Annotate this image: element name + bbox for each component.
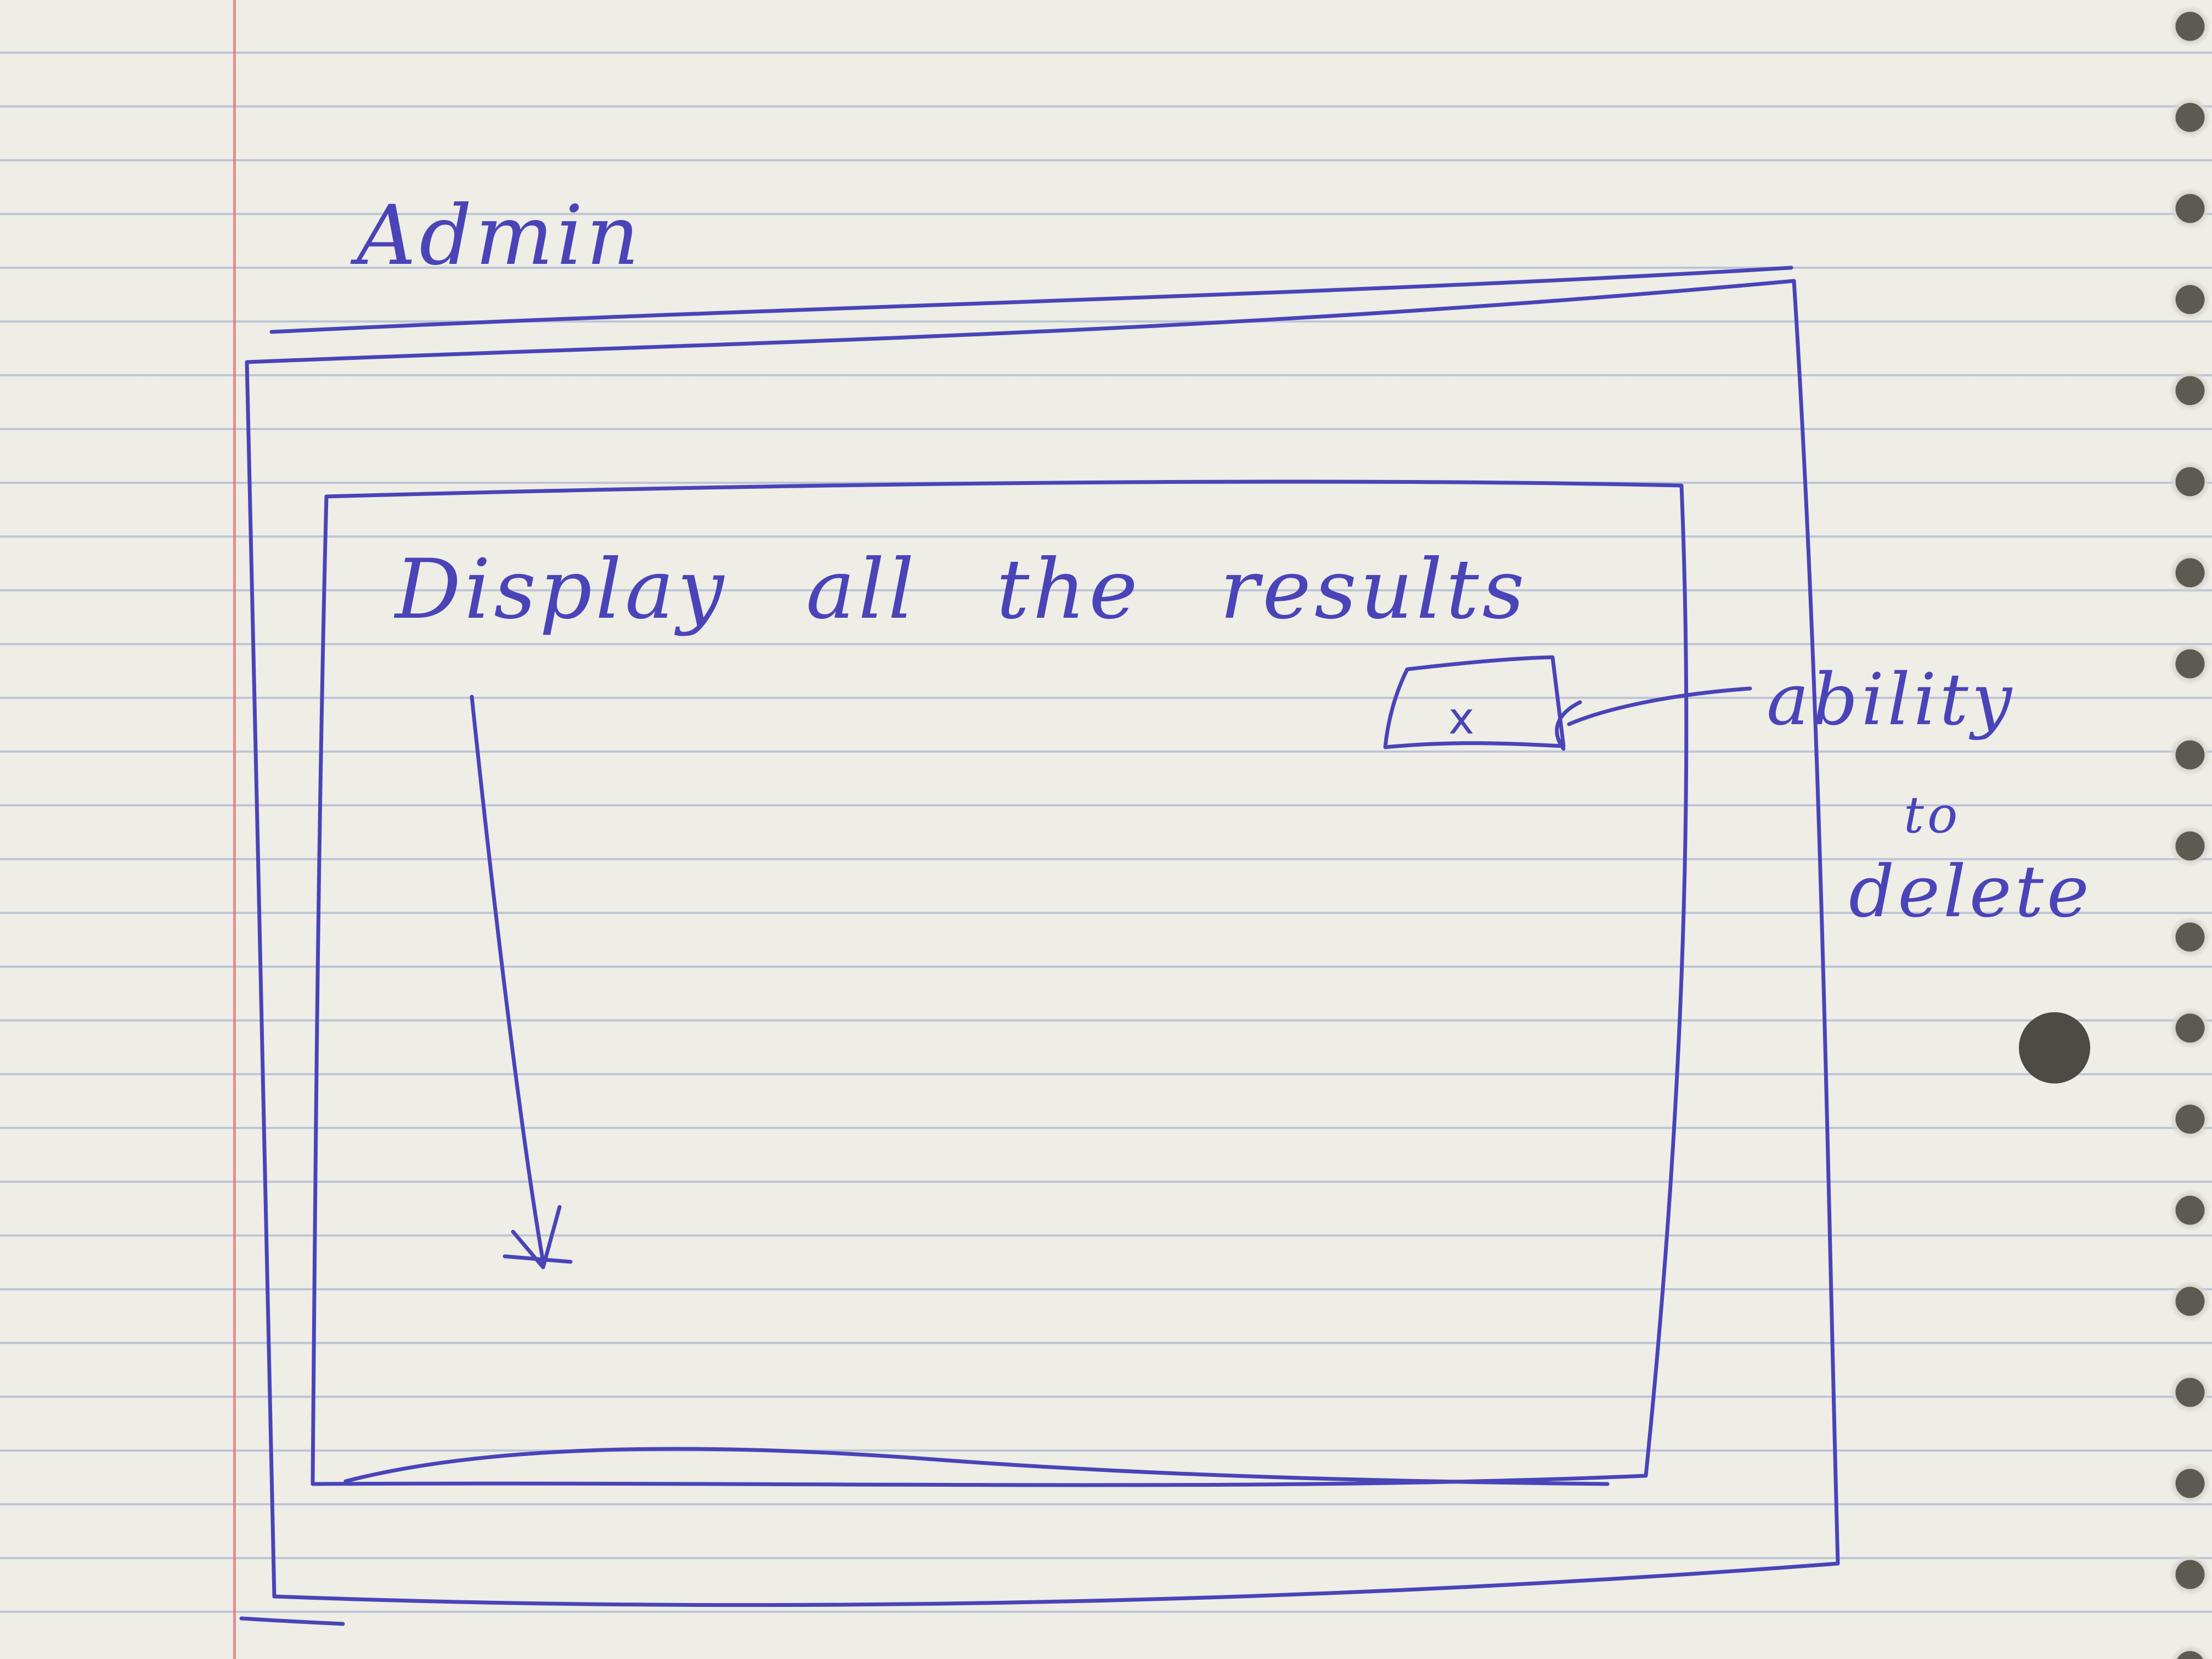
page-title: Admin bbox=[357, 188, 643, 284]
annotation-pointer-line bbox=[1567, 686, 1752, 726]
annotation-line-1: ability bbox=[1767, 658, 2016, 741]
arrow-left-icon bbox=[1555, 700, 1582, 751]
scroll-down-arrow bbox=[470, 695, 545, 1264]
annotation-line-3: delete bbox=[1849, 850, 2092, 933]
margin-line bbox=[233, 0, 236, 1659]
arrow-down-icon bbox=[503, 1205, 573, 1269]
results-placeholder-label: Display all the results bbox=[395, 542, 1528, 637]
spiral-binding bbox=[2152, 0, 2212, 1659]
annotation-line-2: to bbox=[1904, 786, 1961, 844]
frame-corner-mark bbox=[239, 1616, 345, 1626]
punch-hole bbox=[2019, 1012, 2090, 1084]
close-icon: x bbox=[1448, 693, 1475, 744]
heading-underline bbox=[269, 266, 1793, 334]
results-panel bbox=[311, 479, 1689, 1487]
admin-window-frame bbox=[245, 279, 1840, 1607]
panel-bottom-stroke bbox=[343, 1447, 1610, 1486]
